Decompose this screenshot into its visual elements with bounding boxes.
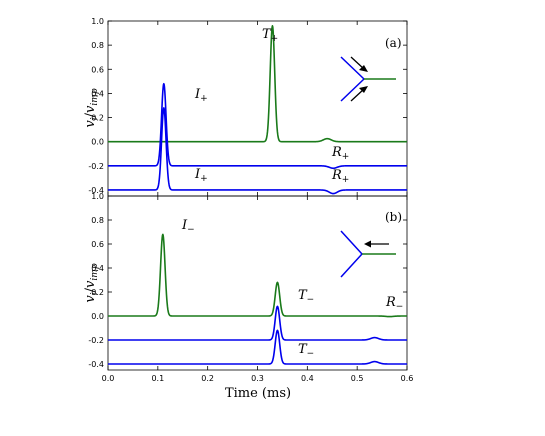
x-tick-label: 0.4 xyxy=(301,374,314,383)
annotation-R-plus-upper: R+ xyxy=(331,145,349,162)
annotation-R-plus-lower: R+ xyxy=(331,168,349,185)
junction-a-branch-lower xyxy=(340,78,365,102)
panel-a-yticks: 1.0 0.8 0.6 0.4 0.2 0.0 -0.2 -0.4 xyxy=(88,17,408,196)
arrow-head-icon xyxy=(359,65,368,72)
annotation-R-minus: R− xyxy=(385,295,403,312)
arrow-icon xyxy=(350,88,365,102)
y-tick-label: 1.0 xyxy=(91,192,104,201)
panel-b-yticks: 1.0 0.8 0.6 0.4 0.2 0.0 -0.2 -0.4 xyxy=(88,192,407,369)
annotation-I-plus-lower: I+ xyxy=(194,167,208,184)
panel-b: 1.00.80.60.40.20.0-0.2-0.4 0.0 0.1 0.2 0.3 0… xyxy=(88,192,413,383)
y-tick-label: 0.0 xyxy=(91,138,104,147)
y-tick-label: 0.2 xyxy=(91,114,104,123)
y-tick-label: -0.4 xyxy=(88,360,104,369)
y-tick-label: 0.2 xyxy=(91,288,104,297)
junction-b-branch-lower xyxy=(340,253,363,278)
panel-a-ylabel: vi/vimp xyxy=(83,88,100,127)
panel-b-ylabel: vi/vimp xyxy=(83,263,100,302)
arrow-icon xyxy=(350,56,365,70)
annotation-T-minus-upper: T− xyxy=(298,288,314,305)
y-tick-label: 1.0 xyxy=(91,17,104,26)
series-line-a-1 xyxy=(107,82,408,170)
series-line-a-2 xyxy=(107,107,408,195)
panel-b-series xyxy=(107,233,408,365)
arrow-head-icon xyxy=(364,240,371,248)
x-tick-label: 0.2 xyxy=(201,374,214,383)
annotation-T-plus: T+ xyxy=(262,27,278,44)
y-tick-label: 0.8 xyxy=(91,216,104,225)
y-tick-label: -0.2 xyxy=(88,336,104,345)
x-tick-label: 0.0 xyxy=(102,374,115,383)
annotation-I-plus-upper: I+ xyxy=(194,87,208,104)
y-tick-label: 0.8 xyxy=(91,41,104,50)
junction-a-branch-upper xyxy=(340,56,365,80)
y-tick-label: 0.4 xyxy=(91,89,104,98)
series-line-b-2 xyxy=(107,329,408,365)
x-tick-label: 0.1 xyxy=(151,374,164,383)
x-axis-label: Time (ms) xyxy=(225,386,291,401)
series-line-a-0 xyxy=(107,25,408,143)
junction-diagram-b xyxy=(340,230,396,278)
panel-a-frame xyxy=(107,20,408,197)
x-tick-label: 0.5 xyxy=(351,374,364,383)
y-tick-label: 0.0 xyxy=(91,312,104,321)
panel-b-xticks: 0.0 0.1 0.2 0.3 0.4 0.5 0.6 xyxy=(102,196,414,383)
series-line-b-1 xyxy=(107,305,408,341)
y-tick-label: 0.6 xyxy=(91,65,104,74)
series-line-b-0 xyxy=(107,233,408,318)
annotation-I-minus: I− xyxy=(181,218,195,235)
panel-a-series xyxy=(107,25,408,195)
y-tick-label: 0.6 xyxy=(91,240,104,249)
y-tick-label: -0.4 xyxy=(88,186,104,195)
panel-b-frame xyxy=(107,195,408,371)
junction-b-branch-upper xyxy=(340,230,363,255)
panel-a-label: (a) xyxy=(385,36,402,50)
y-tick-label: 0.4 xyxy=(91,264,104,273)
arrow-head-icon xyxy=(359,86,368,93)
panel-b-label: (b) xyxy=(385,210,402,224)
y-tick-label: -0.2 xyxy=(88,162,104,171)
panel-a: 1.00.80.60.40.20.0-0.2-0.4 (a) T+ I+ R+ … xyxy=(88,17,408,197)
annotation-T-minus-lower: T− xyxy=(298,342,314,359)
x-tick-label: 0.6 xyxy=(401,374,414,383)
x-tick-label: 0.3 xyxy=(251,374,264,383)
junction-diagram-a xyxy=(340,56,396,102)
